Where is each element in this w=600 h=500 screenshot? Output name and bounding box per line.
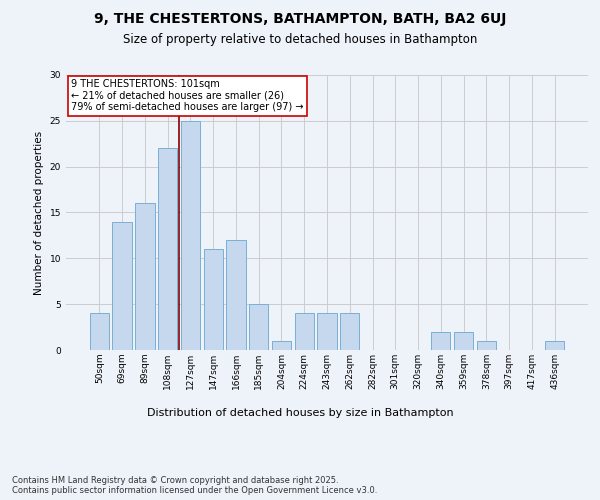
Bar — [112, 222, 132, 350]
Text: Size of property relative to detached houses in Bathampton: Size of property relative to detached ho… — [123, 32, 477, 46]
Text: 9 THE CHESTERTONS: 101sqm
← 21% of detached houses are smaller (26)
79% of semi-: 9 THE CHESTERTONS: 101sqm ← 21% of detac… — [71, 79, 304, 112]
Bar — [249, 304, 268, 350]
Bar — [181, 121, 200, 350]
Bar — [431, 332, 451, 350]
Bar — [545, 341, 564, 350]
Bar — [135, 204, 155, 350]
Text: 9, THE CHESTERTONS, BATHAMPTON, BATH, BA2 6UJ: 9, THE CHESTERTONS, BATHAMPTON, BATH, BA… — [94, 12, 506, 26]
Bar — [203, 249, 223, 350]
Bar — [226, 240, 245, 350]
Bar — [476, 341, 496, 350]
Text: Contains HM Land Registry data © Crown copyright and database right 2025.
Contai: Contains HM Land Registry data © Crown c… — [12, 476, 377, 495]
Bar — [272, 341, 291, 350]
Bar — [90, 314, 109, 350]
Bar — [158, 148, 178, 350]
Bar — [295, 314, 314, 350]
Bar — [317, 314, 337, 350]
Bar — [454, 332, 473, 350]
Text: Distribution of detached houses by size in Bathampton: Distribution of detached houses by size … — [146, 408, 454, 418]
Bar — [340, 314, 359, 350]
Y-axis label: Number of detached properties: Number of detached properties — [34, 130, 44, 294]
